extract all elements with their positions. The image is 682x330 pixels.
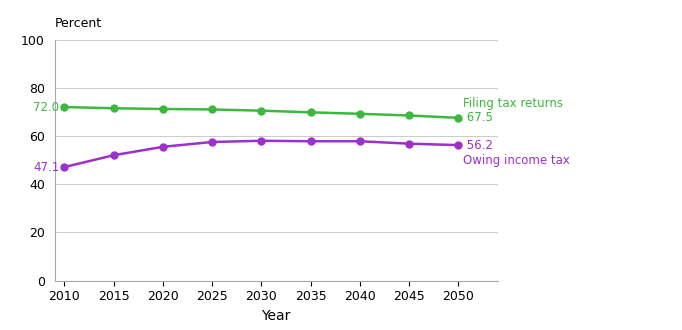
Text: 72.0: 72.0 [33,101,59,114]
X-axis label: Year: Year [261,309,291,323]
Text: Percent: Percent [55,17,102,30]
Text: 47.1: 47.1 [33,160,59,174]
Text: Filing tax returns: Filing tax returns [463,97,563,110]
Text: 56.2: 56.2 [463,139,493,151]
Text: 67.5: 67.5 [463,112,493,124]
Text: Owing income tax: Owing income tax [463,153,570,167]
